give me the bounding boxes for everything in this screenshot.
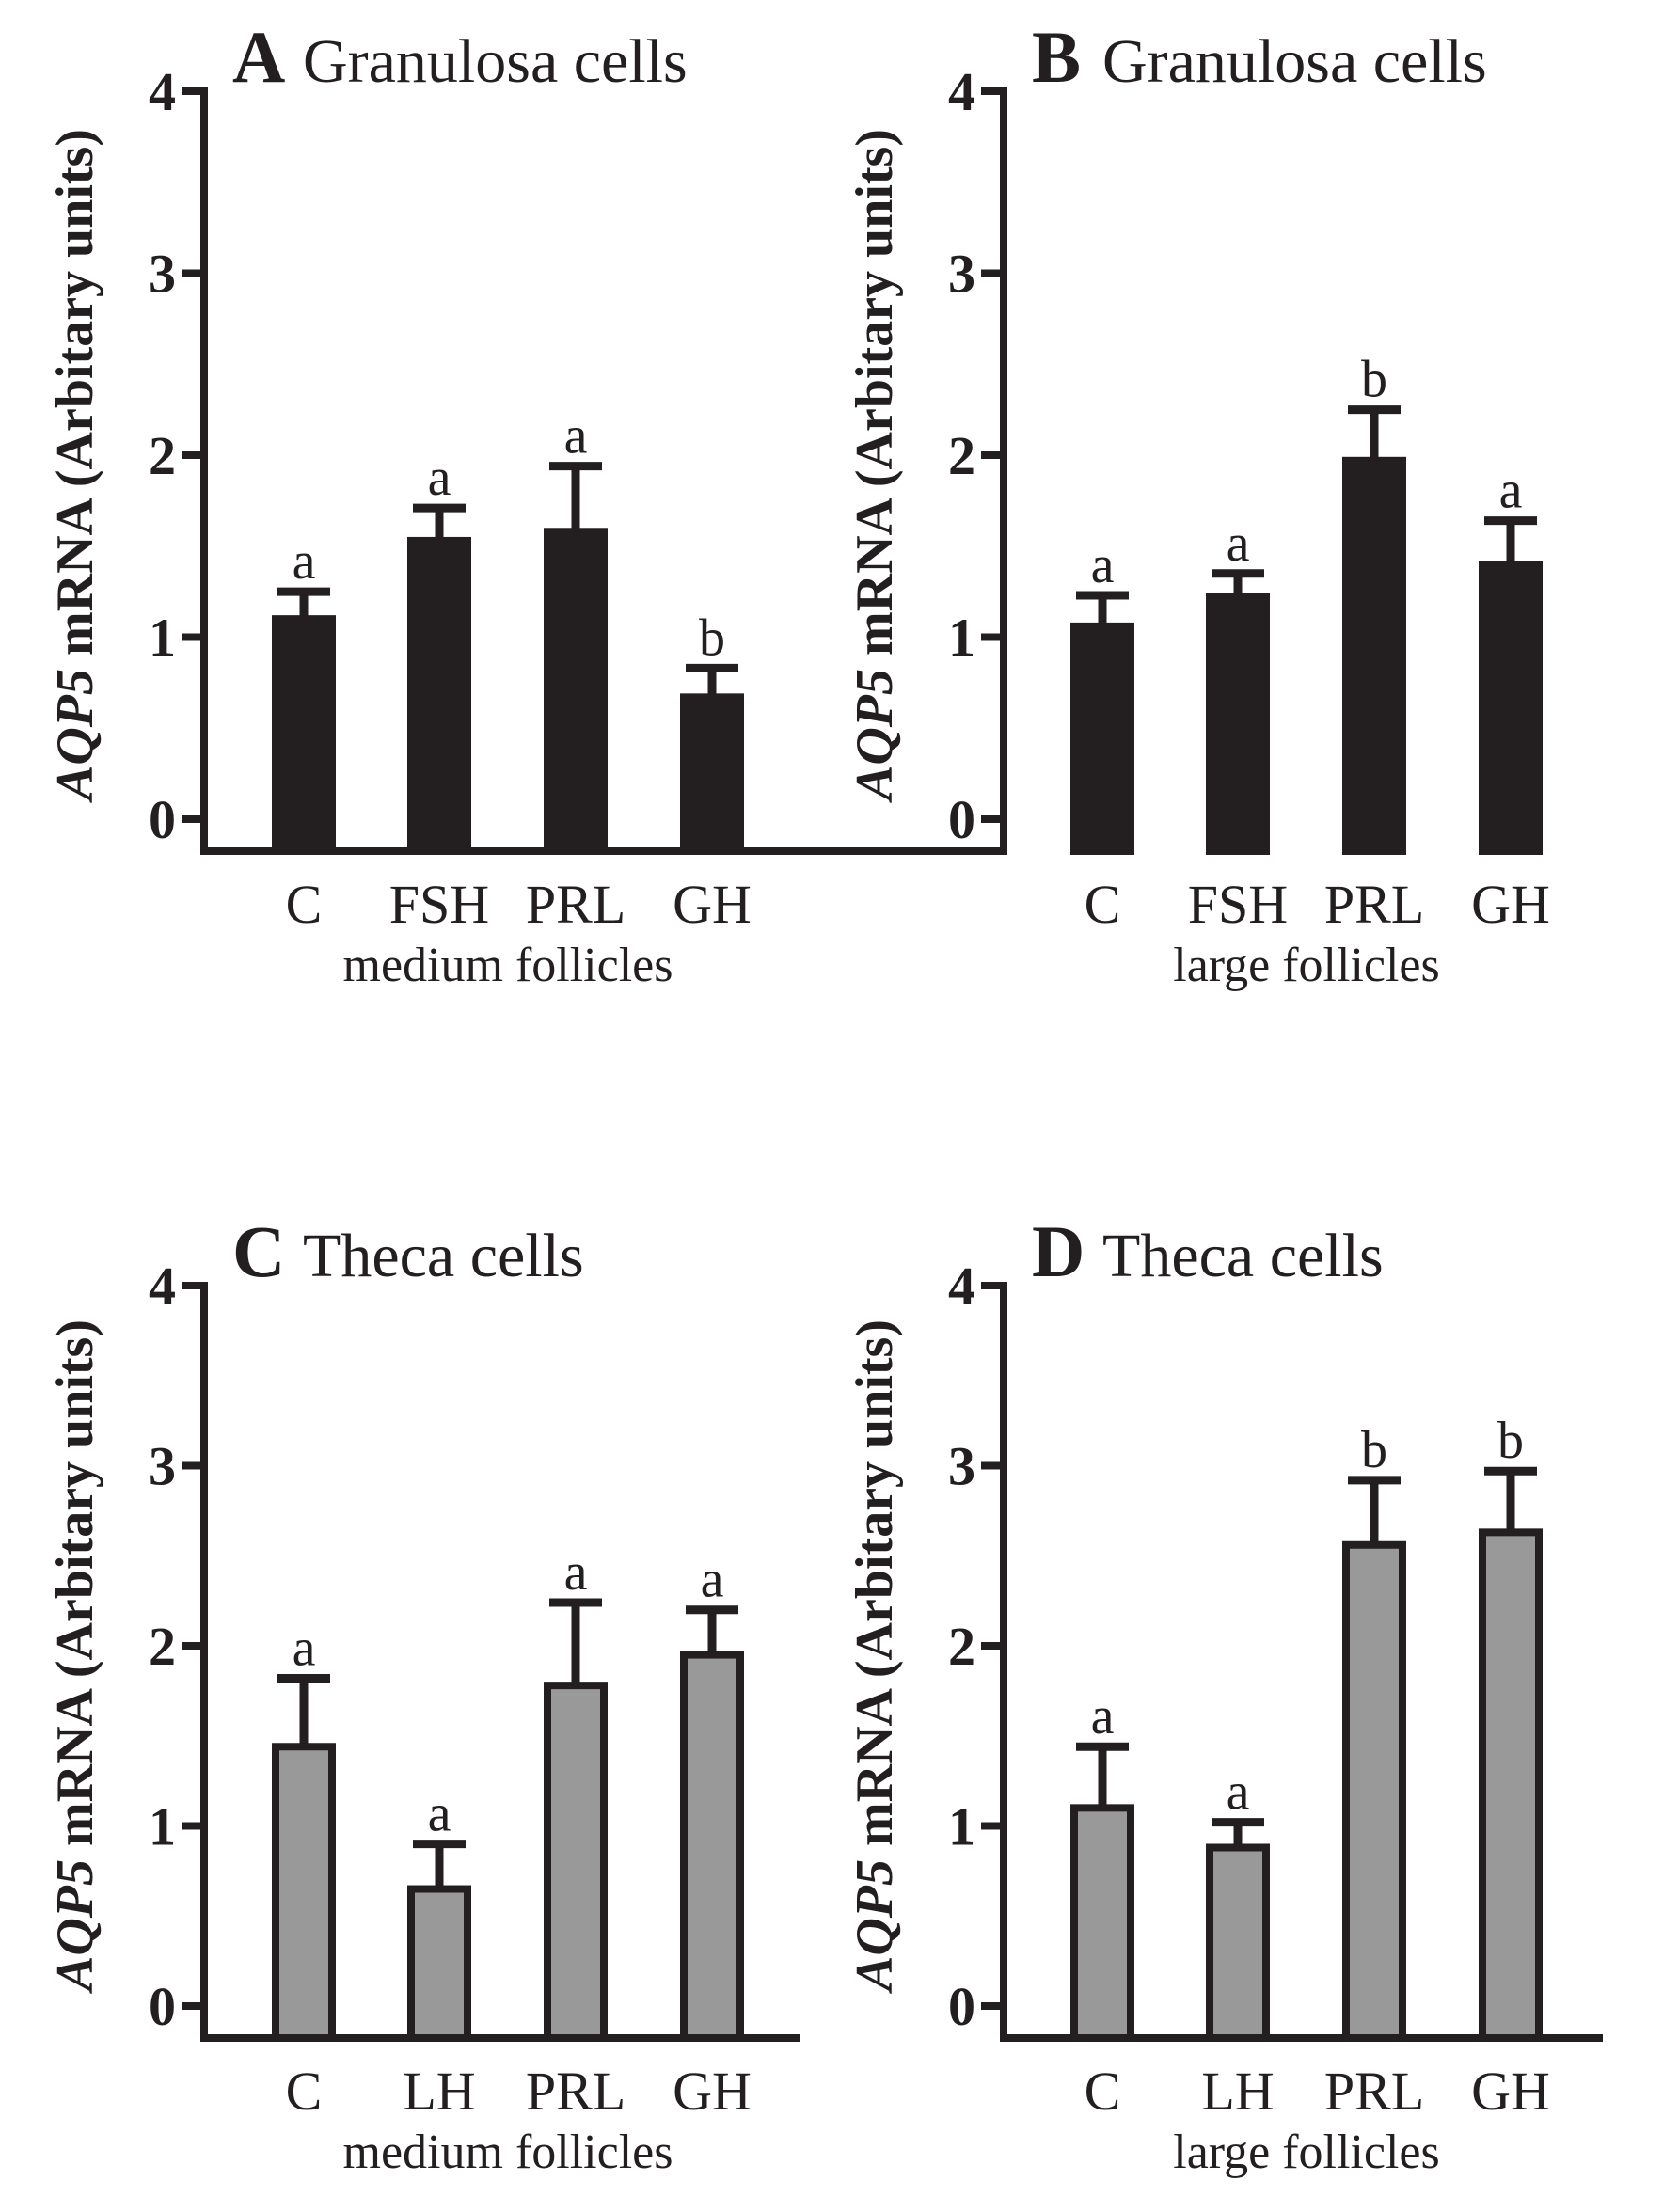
bar-lh [407, 1885, 471, 2043]
x-axis-label: large follicles [1173, 939, 1440, 992]
y-tick-label: 3 [948, 1436, 975, 1497]
bar-gh [680, 1651, 744, 2042]
panel-c: AQP5 mRNA (Arbitary units) C Theca cells 0 1… [46, 1210, 800, 2179]
y-axis-label: AQP5 mRNA (Arbitary units) [46, 129, 104, 803]
panel-a: AQP5 mRNA (Arbitary units) A Granulosa cel… [46, 16, 800, 992]
significance-letter: a [293, 1619, 316, 1677]
category-label: GH [673, 2061, 752, 2122]
category-label: LH [403, 2061, 475, 2122]
y-axis-label-gene: AQP5 [846, 669, 904, 803]
bar-fsh [407, 536, 471, 855]
bar-gh [1479, 1528, 1543, 2042]
y-tick-label: 2 [948, 1616, 975, 1677]
panel-letter: A [232, 16, 285, 98]
y-tick-label: 3 [149, 244, 176, 305]
bar-prl [544, 528, 608, 856]
category-label: GH [673, 874, 752, 935]
category-label: GH [1471, 874, 1550, 935]
y-axis-label-units: mRNA (Arbitary units) [46, 129, 104, 669]
panel-title: Granulosa cells [1102, 27, 1487, 96]
category-label: C [286, 874, 323, 935]
category-label: GH [1471, 2061, 1550, 2122]
x-axis-label: medium follicles [343, 939, 673, 992]
y-axis-label-units: mRNA (Arbitary units) [46, 1319, 104, 1859]
y-axis-label: AQP5 mRNA (Arbitary units) [846, 129, 904, 803]
x-axis-label: medium follicles [343, 2125, 673, 2179]
panel-title: Theca cells [1102, 1222, 1384, 1290]
significance-letter: b [699, 608, 725, 667]
panel-title: Theca cells [303, 1222, 584, 1290]
panel-title: Granulosa cells [303, 27, 688, 96]
y-tick-label: 2 [149, 1616, 176, 1677]
significance-letter: a [428, 449, 451, 507]
y-tick-label: 1 [948, 608, 975, 669]
bar-fsh [1206, 592, 1270, 855]
y-axis-label: AQP5 mRNA (Arbitary units) [846, 1319, 904, 1994]
category-label: PRL [526, 874, 626, 935]
category-label: PRL [526, 2061, 626, 2122]
y-axis-label-units: mRNA (Arbitary units) [846, 1319, 904, 1859]
panel-letter: B [1032, 16, 1081, 98]
bar-prl [1342, 456, 1406, 855]
panel-letter: C [232, 1210, 285, 1292]
bar-gh [680, 693, 744, 855]
category-label: FSH [1188, 874, 1288, 935]
y-axis-label-units: mRNA (Arbitary units) [846, 129, 904, 669]
y-tick-label: 0 [948, 789, 975, 850]
category-label: FSH [389, 874, 489, 935]
bar-lh [1206, 1843, 1270, 2042]
significance-letter: a [1227, 514, 1250, 573]
bar-c [1070, 622, 1134, 856]
significance-letter: b [1361, 1421, 1387, 1479]
bar-c [1070, 1804, 1134, 2042]
significance-letter: a [1091, 536, 1115, 594]
category-label: PRL [1324, 874, 1424, 935]
significance-letter: a [293, 532, 316, 591]
significance-letter: a [701, 1551, 724, 1609]
panel-letter: D [1032, 1210, 1085, 1292]
y-tick-label: 1 [948, 1796, 975, 1857]
significance-letter: a [1091, 1687, 1115, 1746]
significance-letter: a [1227, 1763, 1250, 1822]
category-label: C [286, 2061, 323, 2122]
y-tick-label: 0 [149, 1976, 176, 2037]
significance-letter: b [1497, 1412, 1524, 1470]
y-tick-label: 4 [948, 61, 975, 122]
y-tick-label: 4 [948, 1256, 975, 1317]
bar-c [272, 1743, 336, 2042]
category-label: C [1085, 874, 1121, 935]
significance-letter: a [1499, 462, 1523, 520]
category-label: C [1085, 2061, 1121, 2122]
bar-gh [1479, 561, 1543, 855]
y-tick-label: 0 [948, 1976, 975, 2037]
y-tick-label: 2 [149, 425, 176, 486]
y-tick-label: 3 [149, 1436, 176, 1497]
y-tick-label: 1 [149, 1796, 176, 1857]
significance-letter: a [564, 407, 588, 466]
y-tick-label: 2 [948, 425, 975, 486]
panel-b: AQP5 mRNA (Arbitary units) B Granulosa cel… [792, 16, 1550, 992]
bar-prl [544, 1682, 608, 2042]
y-axis-label-gene: AQP5 [846, 1859, 904, 1994]
significance-letter: a [428, 1785, 451, 1843]
category-label: LH [1201, 2061, 1274, 2122]
bar-c [272, 615, 336, 856]
y-tick-label: 4 [149, 1256, 176, 1317]
category-label: PRL [1324, 2061, 1424, 2122]
y-tick-label: 1 [149, 608, 176, 669]
y-axis-label-gene: AQP5 [46, 669, 104, 803]
y-tick-label: 3 [948, 244, 975, 305]
y-tick-label: 0 [149, 789, 176, 850]
bar-prl [1342, 1540, 1406, 2042]
y-tick-label: 4 [149, 61, 176, 122]
significance-letter: b [1361, 351, 1387, 409]
y-axis-label-gene: AQP5 [46, 1859, 104, 1994]
significance-letter: a [564, 1543, 588, 1602]
x-axis-label: large follicles [1173, 2125, 1440, 2179]
y-axis-label: AQP5 mRNA (Arbitary units) [46, 1319, 104, 1994]
panel-d: AQP5 mRNA (Arbitary units) D Theca cells 0 1… [846, 1210, 1603, 2179]
